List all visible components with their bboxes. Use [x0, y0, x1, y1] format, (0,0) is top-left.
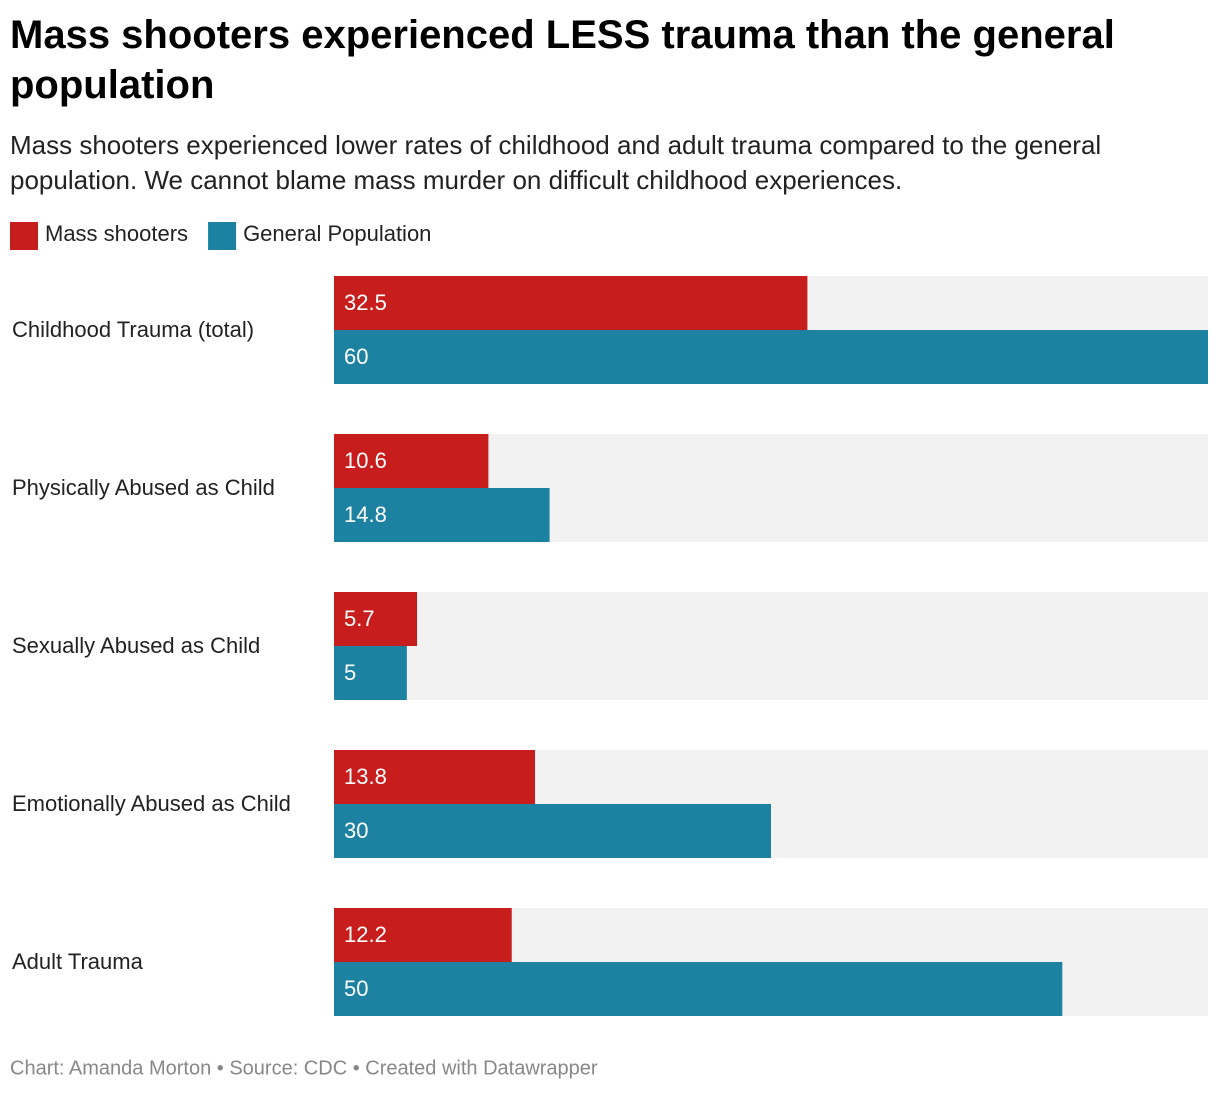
bar: [334, 276, 808, 330]
chart-subtitle: Mass shooters experienced lower rates of…: [10, 130, 1102, 195]
value-label: 12.2: [344, 922, 387, 947]
bar: [334, 592, 418, 646]
value-label: 14.8: [344, 502, 387, 527]
value-label: 32.5: [344, 290, 387, 315]
category-label: Sexually Abused as Child: [12, 633, 260, 658]
bar: [334, 962, 1063, 1016]
bar: [334, 330, 1208, 384]
category-label: Childhood Trauma (total): [12, 317, 254, 342]
value-label: 30: [344, 818, 368, 843]
value-label: 50: [344, 976, 368, 1001]
category-label: Physically Abused as Child: [12, 475, 275, 500]
value-label: 10.6: [344, 448, 387, 473]
bar: [334, 488, 550, 542]
bar: [334, 434, 489, 488]
bar: [334, 646, 407, 700]
chart-title: Mass shooters experienced LESS trauma th…: [10, 13, 1115, 107]
bar: [334, 804, 771, 858]
category-label: Adult Trauma: [12, 949, 144, 974]
legend-swatch: [10, 222, 38, 250]
value-label: 13.8: [344, 764, 387, 789]
bar-track: [334, 592, 1208, 700]
bar: [334, 908, 512, 962]
legend-swatch: [208, 222, 237, 250]
value-label: 60: [344, 344, 368, 369]
category-label: Emotionally Abused as Child: [12, 791, 291, 816]
value-label: 5.7: [344, 606, 375, 631]
legend-label: General Population: [243, 221, 431, 246]
footer: Chart: Amanda Morton • Source: CDC • Cre…: [10, 1057, 598, 1079]
legend-label: Mass shooters: [45, 221, 188, 246]
value-label: 5: [344, 660, 356, 685]
bar: [334, 750, 536, 804]
